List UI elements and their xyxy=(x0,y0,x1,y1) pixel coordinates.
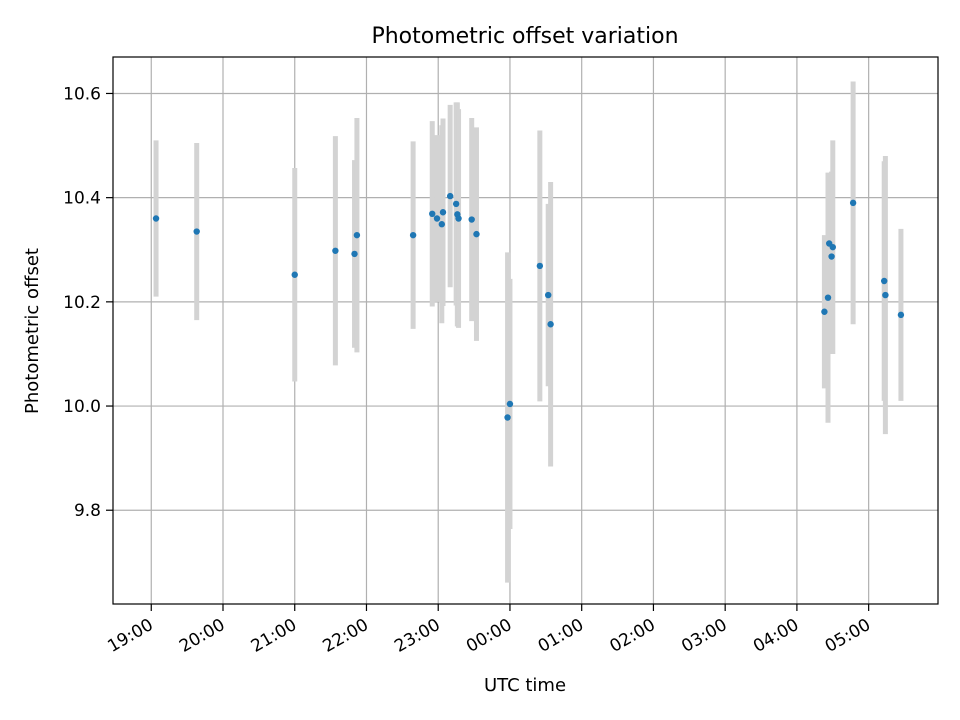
data-point xyxy=(880,277,888,285)
data-point xyxy=(547,321,554,328)
data-point xyxy=(452,200,460,208)
data-point xyxy=(446,192,454,200)
data-point xyxy=(897,311,905,319)
data-point xyxy=(824,294,832,301)
y-axis-label: Photometric offset xyxy=(22,248,43,414)
data-point xyxy=(828,253,835,260)
y-tick-label: 10.0 xyxy=(63,397,101,417)
data-point xyxy=(536,262,544,270)
data-point xyxy=(545,291,552,299)
y-tick-label: 10.4 xyxy=(63,189,101,209)
data-point xyxy=(468,216,475,223)
data-point xyxy=(409,231,417,239)
data-point xyxy=(433,215,441,222)
data-point xyxy=(882,291,889,299)
data-point xyxy=(439,209,447,216)
data-point xyxy=(193,228,200,235)
data-point xyxy=(473,230,480,238)
x-axis-label: UTC time xyxy=(484,675,566,696)
data-point xyxy=(438,221,446,228)
data-point xyxy=(429,210,436,218)
chart-title: Photometric offset variation xyxy=(371,24,678,49)
data-point xyxy=(829,243,836,251)
y-tick-label: 9.8 xyxy=(74,501,101,521)
data-point xyxy=(504,414,511,421)
plot-frame xyxy=(112,56,939,605)
data-point xyxy=(455,215,462,222)
data-point xyxy=(849,199,857,207)
y-tick-label: 10.6 xyxy=(63,84,101,104)
data-point xyxy=(351,250,358,258)
data-point xyxy=(353,231,361,239)
data-points xyxy=(152,192,905,421)
data-point xyxy=(332,247,339,254)
data-point xyxy=(152,215,160,222)
y-axis-ticks: 9.8 10.0 10.2 10.4 10.6 xyxy=(63,84,113,521)
data-point xyxy=(821,308,828,315)
y-tick-label: 10.2 xyxy=(63,293,101,313)
data-point xyxy=(506,400,514,408)
data-point xyxy=(291,271,298,278)
